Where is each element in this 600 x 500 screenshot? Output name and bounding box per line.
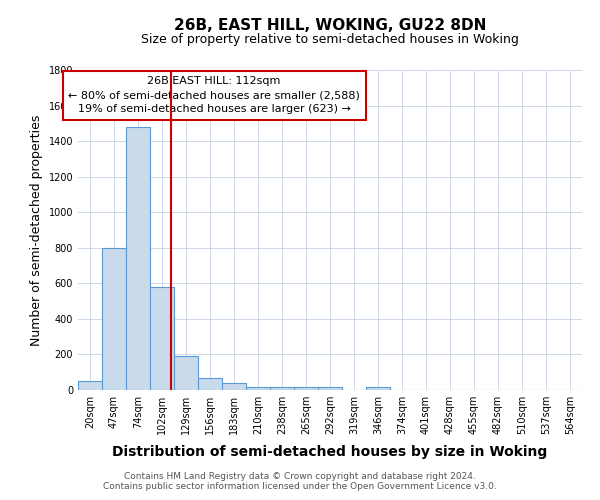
Bar bbox=[246, 387, 270, 390]
Bar bbox=[150, 287, 174, 390]
Text: Size of property relative to semi-detached houses in Woking: Size of property relative to semi-detach… bbox=[141, 32, 519, 46]
Bar bbox=[126, 127, 150, 390]
X-axis label: Distribution of semi-detached houses by size in Woking: Distribution of semi-detached houses by … bbox=[112, 446, 548, 460]
Bar bbox=[102, 248, 126, 390]
Text: 26B EAST HILL: 112sqm
← 80% of semi-detached houses are smaller (2,588)
19% of s: 26B EAST HILL: 112sqm ← 80% of semi-deta… bbox=[68, 76, 360, 114]
Bar bbox=[366, 388, 390, 390]
Y-axis label: Number of semi-detached properties: Number of semi-detached properties bbox=[30, 114, 43, 346]
Text: Contains public sector information licensed under the Open Government Licence v3: Contains public sector information licen… bbox=[103, 482, 497, 491]
Bar bbox=[318, 388, 342, 390]
Text: Contains HM Land Registry data © Crown copyright and database right 2024.: Contains HM Land Registry data © Crown c… bbox=[124, 472, 476, 481]
Bar bbox=[222, 383, 246, 390]
Text: 26B, EAST HILL, WOKING, GU22 8DN: 26B, EAST HILL, WOKING, GU22 8DN bbox=[174, 18, 486, 32]
Bar bbox=[174, 356, 198, 390]
Bar bbox=[198, 378, 222, 390]
Bar bbox=[78, 381, 102, 390]
Bar bbox=[294, 388, 318, 390]
Bar bbox=[270, 388, 294, 390]
